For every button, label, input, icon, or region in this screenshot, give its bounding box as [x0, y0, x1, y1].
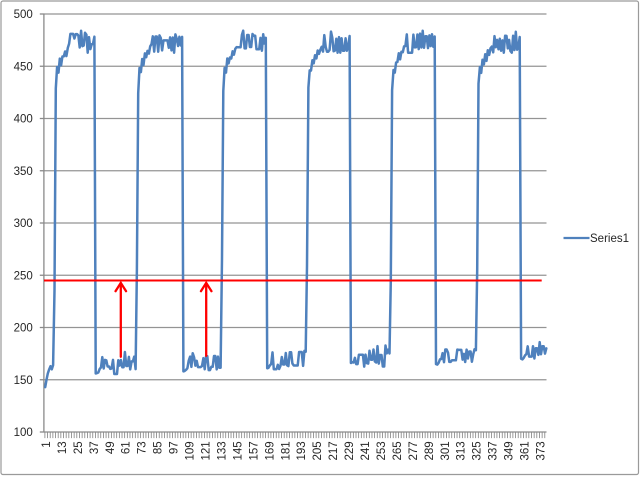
svg-text:301: 301	[440, 441, 452, 460]
svg-text:100: 100	[14, 427, 33, 439]
svg-text:350: 350	[14, 166, 33, 178]
svg-text:61: 61	[121, 441, 133, 454]
svg-text:229: 229	[344, 441, 356, 460]
svg-text:349: 349	[504, 441, 516, 460]
svg-text:300: 300	[14, 218, 33, 230]
svg-text:277: 277	[408, 441, 420, 460]
svg-text:400: 400	[14, 114, 33, 126]
svg-text:109: 109	[185, 441, 197, 460]
svg-text:373: 373	[536, 441, 548, 460]
svg-text:265: 265	[392, 441, 404, 460]
svg-text:193: 193	[296, 441, 308, 460]
svg-text:133: 133	[216, 441, 228, 460]
svg-text:241: 241	[360, 441, 372, 460]
svg-text:253: 253	[376, 441, 388, 460]
svg-text:200: 200	[14, 323, 33, 335]
svg-text:361: 361	[520, 441, 532, 460]
svg-text:205: 205	[312, 441, 324, 460]
svg-text:145: 145	[232, 441, 244, 460]
svg-text:Series1: Series1	[590, 233, 629, 245]
svg-text:450: 450	[14, 61, 33, 73]
svg-text:1: 1	[41, 441, 53, 447]
svg-text:289: 289	[424, 441, 436, 460]
svg-text:13: 13	[57, 441, 69, 454]
svg-text:73: 73	[137, 441, 149, 454]
svg-text:25: 25	[73, 441, 85, 454]
svg-text:157: 157	[248, 441, 260, 460]
svg-text:337: 337	[488, 441, 500, 460]
svg-text:169: 169	[264, 441, 276, 460]
svg-text:313: 313	[456, 441, 468, 460]
svg-text:217: 217	[328, 441, 340, 460]
svg-text:97: 97	[169, 441, 181, 454]
svg-text:37: 37	[89, 441, 101, 454]
svg-text:181: 181	[280, 441, 292, 460]
svg-text:500: 500	[14, 9, 33, 21]
svg-text:121: 121	[201, 441, 213, 460]
svg-text:49: 49	[105, 441, 117, 454]
svg-text:325: 325	[472, 441, 484, 460]
svg-text:85: 85	[153, 441, 165, 454]
svg-text:150: 150	[14, 375, 33, 387]
svg-text:250: 250	[14, 270, 33, 282]
